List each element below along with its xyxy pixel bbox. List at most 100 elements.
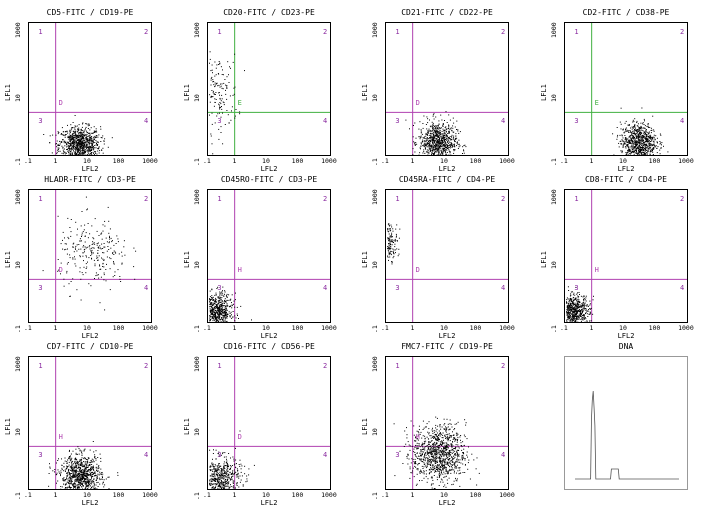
data-point [91,468,93,470]
data-point [442,133,444,135]
data-point [212,466,214,468]
data-point [97,457,99,458]
data-point [56,474,58,475]
data-point [73,154,74,155]
data-point [87,470,89,472]
data-point [227,481,229,483]
data-point [454,126,456,128]
data-point [442,125,443,127]
data-point [215,312,217,314]
data-point [449,128,451,130]
data-point [456,141,458,143]
data-point [115,252,117,254]
data-point [566,305,568,307]
data-point [239,481,241,483]
data-point [92,142,94,144]
data-point [440,114,442,116]
data-point [660,134,662,136]
data-point [75,452,77,454]
data-point [456,129,457,130]
data-point [637,145,639,147]
data-point [657,146,659,148]
data-point [69,257,71,259]
data-point [570,300,572,302]
data-point [448,114,450,116]
data-point [458,132,460,134]
data-point [94,263,96,265]
data-point [89,143,90,145]
data-point [423,115,425,117]
x-tick-label: 1 [589,324,594,332]
data-point [576,304,578,306]
data-point [69,135,70,137]
data-point [75,464,77,466]
data-point [210,96,212,98]
data-point [239,489,240,490]
data-point [390,246,392,248]
data-point [650,127,652,129]
data-point [635,142,637,144]
data-point [79,267,81,269]
data-point [77,470,79,472]
data-point [216,64,218,66]
data-point [84,154,86,155]
data-point [652,148,654,150]
data-point [73,146,75,148]
data-point [573,316,575,318]
plot-area [385,189,509,323]
data-point [427,118,429,120]
data-point [100,474,102,475]
data-point [72,134,74,136]
data-point [213,105,215,107]
data-point [642,134,644,136]
data-point [585,312,587,314]
data-point [643,147,645,149]
data-point [426,154,428,155]
data-point [443,147,445,149]
data-point [627,124,629,126]
quadrant-label: 2 [323,195,328,203]
data-point [83,130,85,132]
data-point [432,128,434,130]
data-point [74,482,76,484]
data-point [450,145,452,147]
data-point [66,472,68,474]
data-point [96,255,98,257]
quadrant-label: 1 [574,28,579,36]
data-point [573,302,575,304]
data-point [229,471,231,473]
data-point [234,306,236,308]
data-point [437,141,439,143]
data-point [83,465,85,467]
data-point [76,460,78,462]
data-point [96,470,98,472]
data-point [109,237,110,238]
data-point [94,136,96,138]
data-point [457,144,459,146]
data-point [635,140,637,142]
data-point [211,318,213,320]
data-point [92,136,94,138]
data-point [567,310,569,311]
data-point [79,240,81,242]
data-point [80,225,82,227]
data-point [435,144,437,145]
data-point [445,153,447,155]
data-point [103,259,105,261]
data-point [636,145,637,146]
gate-letter: H [594,266,599,275]
data-point [226,293,228,295]
data-point [89,485,91,487]
data-point [630,153,632,155]
data-point [69,154,71,155]
data-point [433,127,435,129]
data-point [635,148,637,149]
data-point [86,133,88,135]
data-point [389,253,391,255]
data-point [387,247,389,249]
data-point [222,143,224,145]
data-point [636,143,637,145]
data-point [83,229,85,231]
data-point [77,155,78,156]
data-point [213,84,215,86]
